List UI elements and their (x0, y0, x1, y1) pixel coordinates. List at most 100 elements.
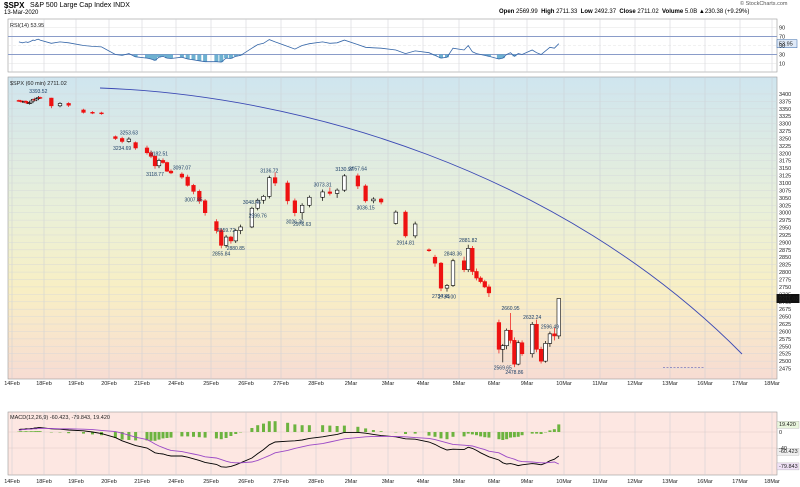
x-tick-label: 18Feb (36, 381, 52, 387)
price-annotation: 3393.52 (29, 89, 47, 95)
candle-body (516, 342, 521, 365)
candle-body (156, 160, 162, 167)
macd-histogram-bar (342, 425, 346, 432)
macd-histogram-bar (548, 430, 552, 432)
x-tick-label: 27Feb (273, 381, 289, 387)
price-annotation: 3036.15 (357, 206, 375, 212)
candle-body (255, 199, 260, 209)
macd-histogram-bar (530, 432, 534, 434)
y-tick-label: 3300 (779, 122, 791, 128)
x-tick-label: 5Mar (453, 479, 466, 485)
macd-histogram-bar (134, 432, 138, 441)
candle-body (450, 260, 456, 286)
y-tick-label: 3200 (779, 151, 791, 157)
y-tick-label: 3250 (779, 136, 791, 142)
price-annotation: 2569.65 (494, 365, 512, 371)
macd-histogram-bar (335, 426, 339, 432)
y-tick-label: 2800 (779, 270, 791, 276)
macd-histogram-bar (539, 432, 543, 434)
macd-histogram-bar (36, 431, 40, 432)
x-tick-label: 6Mar (488, 479, 501, 485)
price-annotation: 3057.64 (349, 167, 367, 173)
macd-histogram-bar (91, 432, 94, 435)
price-annotation: 2880.85 (227, 246, 245, 252)
y-tick-label: 2775 (779, 278, 791, 284)
candle-body (512, 340, 517, 365)
x-tick-label: 16Mar (697, 479, 713, 485)
x-tick-label: 21Feb (134, 381, 150, 387)
macd-histogram-bar (33, 431, 37, 432)
x-tick-label: 19Feb (68, 381, 84, 387)
price-annotation: 2976.63 (293, 222, 311, 228)
candle-body (530, 324, 535, 355)
y-tick-label: 3375 (779, 99, 791, 105)
rsi-tick-label: 10 (779, 62, 785, 68)
macd-histogram-bar (24, 431, 28, 432)
macd-histogram-bar (300, 425, 304, 432)
macd-histogram-bar (466, 432, 470, 434)
macd-panel (7, 411, 778, 476)
index-name: S&P 500 Large Cap Index INDX (30, 2, 130, 9)
price-annotation: 2478.86 (505, 370, 523, 376)
x-tick-label: 20Feb (101, 381, 117, 387)
price-annotation: 2881.82 (459, 238, 477, 244)
x-tick-label: 18Mar (764, 381, 780, 387)
y-tick-label: 2500 (779, 359, 791, 365)
candle-body (470, 248, 475, 272)
chart-date: 13-Mar-2020 (4, 10, 39, 16)
y-tick-label: 2900 (779, 240, 791, 246)
macd-histogram-bar (29, 431, 33, 432)
macd-tick-label: 0 (779, 430, 782, 436)
candle-body (496, 322, 502, 350)
macd-histogram-bar (273, 421, 277, 432)
candle-body (164, 162, 170, 172)
y-tick-label: 3225 (779, 144, 791, 150)
price-annotation: 2596.49 (541, 324, 559, 330)
price-annotation: 2914.81 (396, 241, 414, 247)
macd-histogram-bar (127, 432, 131, 440)
price-annotation: 2999.76 (249, 213, 267, 219)
candle-body (363, 185, 368, 202)
price-annotation: 2660.95 (501, 306, 519, 312)
candle-body (179, 173, 185, 178)
candle-body (238, 226, 243, 231)
candle-body (413, 223, 418, 237)
y-tick-label: 2675 (779, 307, 791, 313)
candle-body (168, 170, 174, 174)
y-tick-label: 3275 (779, 129, 791, 135)
x-tick-label: 24Feb (168, 381, 184, 387)
candle-body (486, 286, 492, 294)
candle-body (148, 152, 154, 157)
candle-body (57, 103, 63, 107)
x-tick-label: 12Mar (627, 381, 643, 387)
last-price-label: 2711.02 (779, 297, 798, 303)
macd-histogram-bar (470, 432, 474, 435)
macd-histogram-bar (509, 432, 512, 438)
ohlc-readout: Open 2569.99 High 2711.33 Low 2492.37 Cl… (499, 9, 750, 15)
macd-histogram-bar (328, 425, 332, 432)
candle-body (272, 177, 278, 184)
x-tick-label: 6Mar (488, 381, 501, 387)
macd-histogram-bar (161, 432, 165, 439)
candle-body (144, 147, 150, 154)
rsi-legend: RSI(14) 53.95 (10, 23, 44, 29)
candle-body (99, 112, 104, 115)
candle-body (233, 230, 238, 242)
signal-value-box (776, 462, 800, 471)
candle-body (285, 182, 290, 202)
last-price-box (776, 294, 800, 304)
price-annotation: 3007.85 (184, 197, 202, 203)
candle-body (261, 196, 266, 201)
macd-histogram-bar (153, 432, 157, 441)
trend-arc (99, 87, 743, 355)
macd-histogram-bar (439, 432, 443, 439)
macd-histogram-bar (180, 432, 184, 437)
y-tick-label: 3175 (779, 159, 791, 165)
macd-histogram-bar (293, 424, 297, 432)
signal-line (18, 427, 559, 465)
y-tick-label: 2825 (779, 263, 791, 269)
x-tick-label: 17Mar (732, 381, 748, 387)
macd-histogram-bar (520, 432, 524, 436)
x-tick-label: 18Mar (764, 479, 780, 485)
y-tick-label: 2700 (779, 300, 791, 306)
